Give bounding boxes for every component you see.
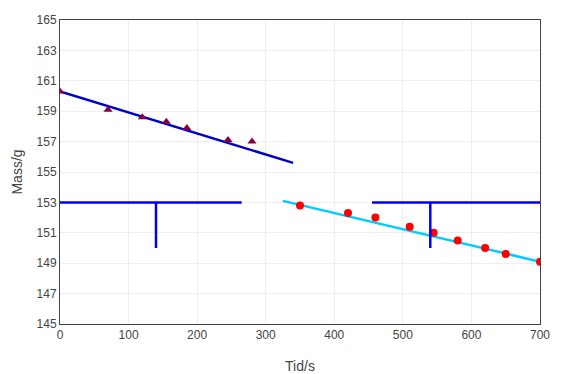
svg-text:700: 700 — [530, 328, 550, 342]
svg-text:Tid/s: Tid/s — [285, 358, 315, 374]
svg-text:159: 159 — [37, 104, 57, 118]
svg-text:153: 153 — [37, 196, 57, 210]
svg-text:147: 147 — [37, 287, 57, 301]
svg-text:149: 149 — [37, 256, 57, 270]
svg-text:145: 145 — [37, 317, 57, 331]
svg-text:400: 400 — [324, 328, 344, 342]
svg-text:100: 100 — [119, 328, 139, 342]
svg-text:151: 151 — [37, 226, 57, 240]
svg-text:165: 165 — [37, 13, 57, 27]
svg-text:163: 163 — [37, 44, 57, 58]
svg-text:0: 0 — [57, 328, 64, 342]
svg-text:157: 157 — [37, 135, 57, 149]
svg-text:200: 200 — [187, 328, 207, 342]
svg-text:155: 155 — [37, 165, 57, 179]
svg-text:500: 500 — [393, 328, 413, 342]
svg-text:300: 300 — [256, 328, 276, 342]
svg-text:600: 600 — [461, 328, 481, 342]
svg-text:161: 161 — [37, 74, 57, 88]
svg-text:Mass/g: Mass/g — [9, 149, 25, 194]
